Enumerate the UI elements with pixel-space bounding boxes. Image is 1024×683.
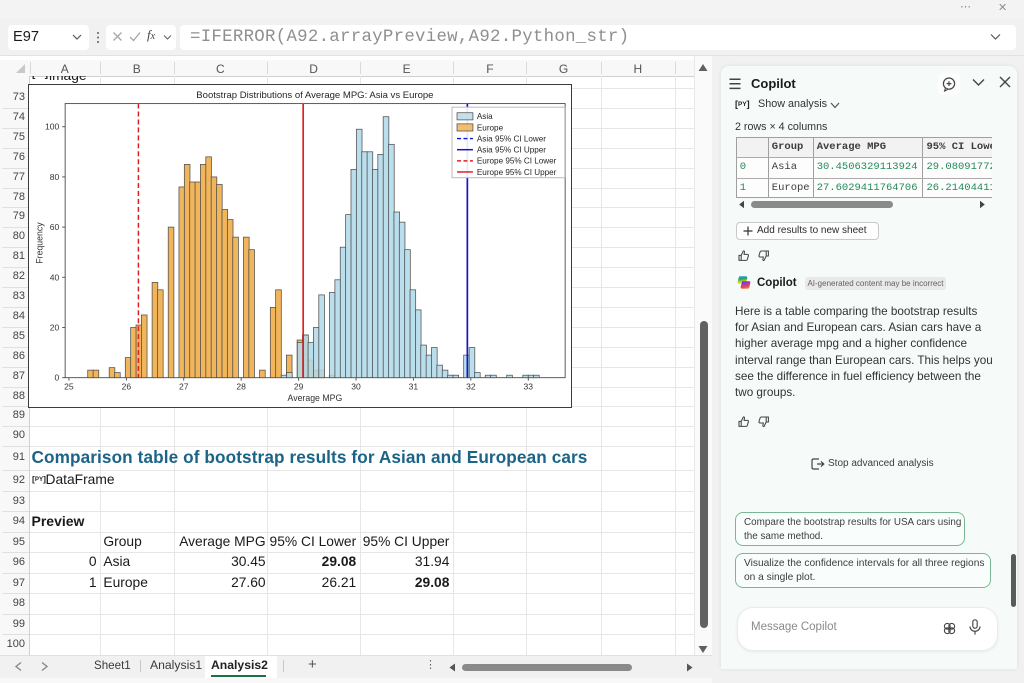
svg-text:Asia 95% CI Lower: Asia 95% CI Lower [477,134,546,143]
svg-text:100: 100 [45,122,59,132]
svg-text:Asia 95% CI Upper: Asia 95% CI Upper [477,146,546,155]
svg-text:25: 25 [64,382,74,392]
svg-text:60: 60 [50,222,60,232]
svg-text:26: 26 [122,382,132,392]
svg-text:27: 27 [179,382,189,392]
svg-text:33: 33 [524,382,534,392]
svg-text:28: 28 [236,382,246,392]
svg-text:Asia: Asia [477,112,493,121]
svg-text:32: 32 [466,382,476,392]
svg-text:80: 80 [50,172,60,182]
svg-text:0: 0 [54,373,59,383]
svg-text:Europe 95% CI Upper: Europe 95% CI Upper [477,168,557,177]
svg-text:Frequency: Frequency [35,222,45,264]
svg-text:Average MPG: Average MPG [288,393,343,403]
svg-text:30: 30 [351,382,361,392]
svg-text:20: 20 [50,322,60,332]
svg-text:Europe: Europe [477,123,504,132]
svg-text:Bootstrap Distributions of Ave: Bootstrap Distributions of Average MPG: … [196,90,433,101]
svg-text:Europe 95% CI Lower: Europe 95% CI Lower [477,157,557,166]
svg-text:31: 31 [409,382,419,392]
svg-text:40: 40 [50,272,60,282]
svg-text:29: 29 [294,382,304,392]
